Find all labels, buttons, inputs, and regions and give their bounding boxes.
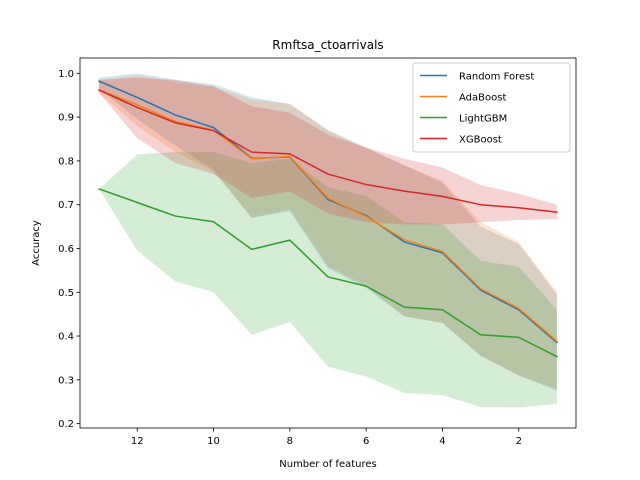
x-tick-label: 12 — [131, 436, 144, 447]
y-tick-label: 0.4 — [58, 332, 74, 343]
x-tick-label: 4 — [439, 436, 445, 447]
y-tick-label: 0.2 — [58, 419, 74, 430]
series-lines — [98, 80, 558, 358]
xgboost-band — [99, 77, 557, 225]
y-tick-label: 0.3 — [58, 375, 74, 386]
legend-box — [412, 62, 571, 153]
lightgbm-line — [98, 187, 558, 358]
y-tick-label: 0.9 — [58, 113, 74, 124]
y-tick-label: 0.8 — [58, 156, 74, 167]
legend-label-xgboost: XGBoost — [459, 134, 502, 145]
y-axis-title: Accuracy — [31, 220, 42, 266]
adaboost-line — [98, 88, 558, 343]
x-axis-title: Number of features — [279, 459, 376, 470]
y-tick-label: 1.0 — [58, 69, 74, 80]
x-axis: 12 10 8 6 4 2 — [131, 428, 522, 447]
random-forest-band — [99, 73, 557, 391]
chart-title: Rmftsa_ctoarrivals — [272, 38, 383, 52]
y-tick-label: 0.6 — [58, 244, 74, 255]
y-tick-label: 0.5 — [58, 288, 74, 299]
random-forest-line — [98, 80, 558, 344]
y-tick-label: 0.7 — [58, 200, 74, 211]
legend: Random Forest AdaBoost LightGBM XGBoost — [412, 62, 571, 153]
y-axis: 0.2 0.3 0.4 0.5 0.6 0.7 0.8 0.9 1.0 — [58, 69, 80, 430]
x-tick-label: 10 — [207, 436, 220, 447]
xgboost-line — [98, 88, 558, 213]
plot-frame — [79, 57, 577, 429]
x-tick-label: 6 — [363, 436, 369, 447]
x-tick-label: 8 — [287, 436, 293, 447]
legend-label-lightgbm: LightGBM — [459, 113, 507, 124]
legend-label-adaboost: AdaBoost — [459, 92, 506, 103]
x-tick-label: 2 — [516, 436, 522, 447]
legend-label-random-forest: Random Forest — [459, 71, 534, 82]
lightgbm-band — [99, 152, 557, 408]
